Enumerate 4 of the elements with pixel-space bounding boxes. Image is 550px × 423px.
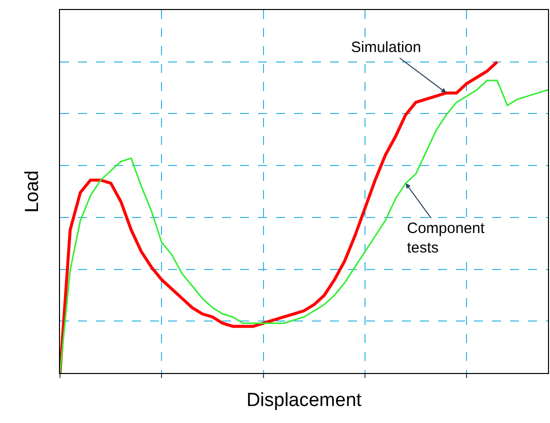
text: Simulation [351, 39, 422, 56]
series-label: Component tests [407, 220, 486, 256]
y-axis-title: Load [22, 170, 43, 213]
x-axis-title: Displacement [246, 390, 362, 411]
